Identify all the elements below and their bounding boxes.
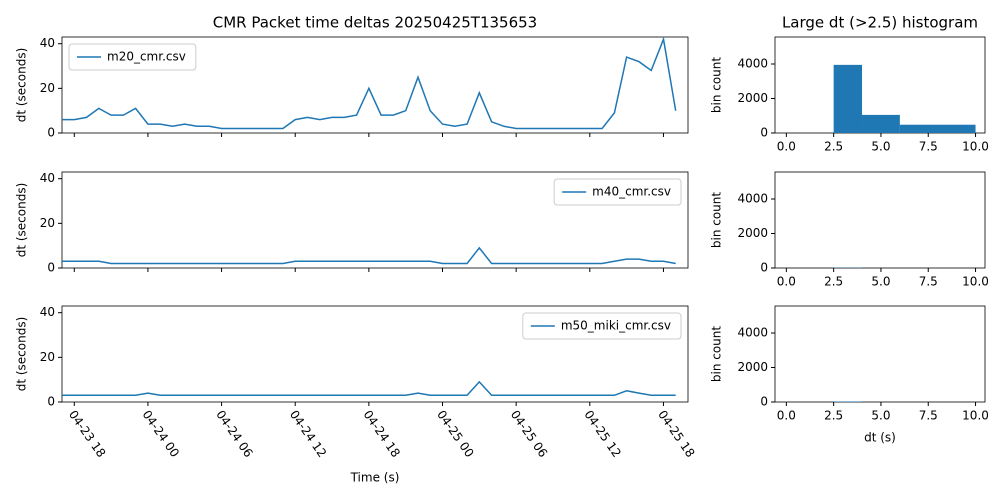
x-tick-label: 2.5 [824, 409, 843, 423]
axes-frame [61, 36, 689, 134]
axes-frame [774, 171, 986, 269]
x-tick-label: 5.0 [871, 409, 890, 423]
x-tick-label: 2.5 [824, 140, 843, 154]
legend-box [68, 43, 197, 71]
y-tick-label: 40 [40, 171, 55, 185]
hist-bar [899, 124, 976, 133]
y-axis-label: bin count [710, 192, 724, 249]
legend-box [553, 178, 682, 206]
y-axis-label: bin count [710, 57, 724, 114]
x-tick-label: 7.5 [919, 275, 938, 289]
y-axis-label: dt (seconds) [15, 317, 29, 392]
y-tick-label: 20 [40, 216, 55, 230]
legend-label: m40_cmr.csv [592, 185, 671, 199]
y-tick-label: 40 [40, 36, 55, 50]
y-axis-label: bin count [710, 326, 724, 383]
data-line [62, 380, 676, 397]
x-tick-label: 2.5 [824, 275, 843, 289]
x-tick-label: 0.0 [777, 140, 796, 154]
x-tick-label: 10.0 [962, 409, 989, 423]
y-tick-label: 4000 [737, 191, 768, 205]
y-axis-label: dt (seconds) [15, 48, 29, 123]
y-tick-label: 4000 [737, 325, 768, 339]
x-tick-label: 04-25 12 [581, 408, 623, 460]
y-tick-label: 4000 [737, 56, 768, 70]
axes-frame [61, 171, 689, 269]
y-tick-label: 0 [47, 395, 55, 409]
x-tick-label: 7.5 [919, 409, 938, 423]
y-tick-label: 0 [47, 126, 55, 140]
chart-title: CMR Packet time deltas 20250425T135653 [213, 14, 537, 32]
x-tick-label: 10.0 [962, 140, 989, 154]
hist-bar [833, 64, 863, 133]
x-tick-label: 5.0 [871, 275, 890, 289]
hist-bar [862, 114, 900, 133]
x-axis-label: Time (s) [350, 471, 400, 485]
legend-label: m20_cmr.csv [107, 50, 186, 64]
axes-frame [774, 305, 986, 403]
x-axis-label: dt (s) [864, 431, 896, 445]
x-tick-label: 10.0 [962, 275, 989, 289]
x-tick-label: 04-25 18 [655, 408, 697, 460]
y-tick-label: 0 [47, 261, 55, 275]
x-tick-label: 7.5 [919, 140, 938, 154]
y-tick-label: 0 [760, 126, 768, 140]
chart-title: Large dt (>2.5) histogram [782, 14, 978, 32]
data-line [62, 246, 676, 265]
x-tick-label: 04-24 18 [361, 408, 403, 460]
x-tick-label: 04-24 06 [213, 408, 255, 460]
x-tick-label: 0.0 [777, 409, 796, 423]
x-tick-label: 04-23 18 [66, 408, 108, 460]
y-tick-label: 2000 [737, 360, 768, 374]
x-tick-label: 0.0 [777, 275, 796, 289]
y-axis-label: dt (seconds) [15, 183, 29, 258]
x-tick-label: 04-25 00 [434, 408, 476, 460]
hist-bar [833, 401, 863, 402]
y-tick-label: 40 [40, 305, 55, 319]
y-tick-label: 0 [760, 261, 768, 275]
y-tick-label: 2000 [737, 91, 768, 105]
y-tick-label: 2000 [737, 226, 768, 240]
y-tick-label: 20 [40, 81, 55, 95]
y-tick-label: 20 [40, 350, 55, 364]
legend-box [522, 312, 682, 340]
legend-label: m50_miki_cmr.csv [561, 319, 671, 333]
data-line [62, 36, 677, 130]
x-tick-label: 5.0 [871, 140, 890, 154]
axes-frame [61, 305, 689, 403]
x-tick-label: 04-25 06 [508, 408, 550, 460]
x-tick-label: 04-24 00 [140, 408, 182, 460]
x-tick-label: 04-24 12 [287, 408, 329, 460]
y-tick-label: 0 [760, 395, 768, 409]
